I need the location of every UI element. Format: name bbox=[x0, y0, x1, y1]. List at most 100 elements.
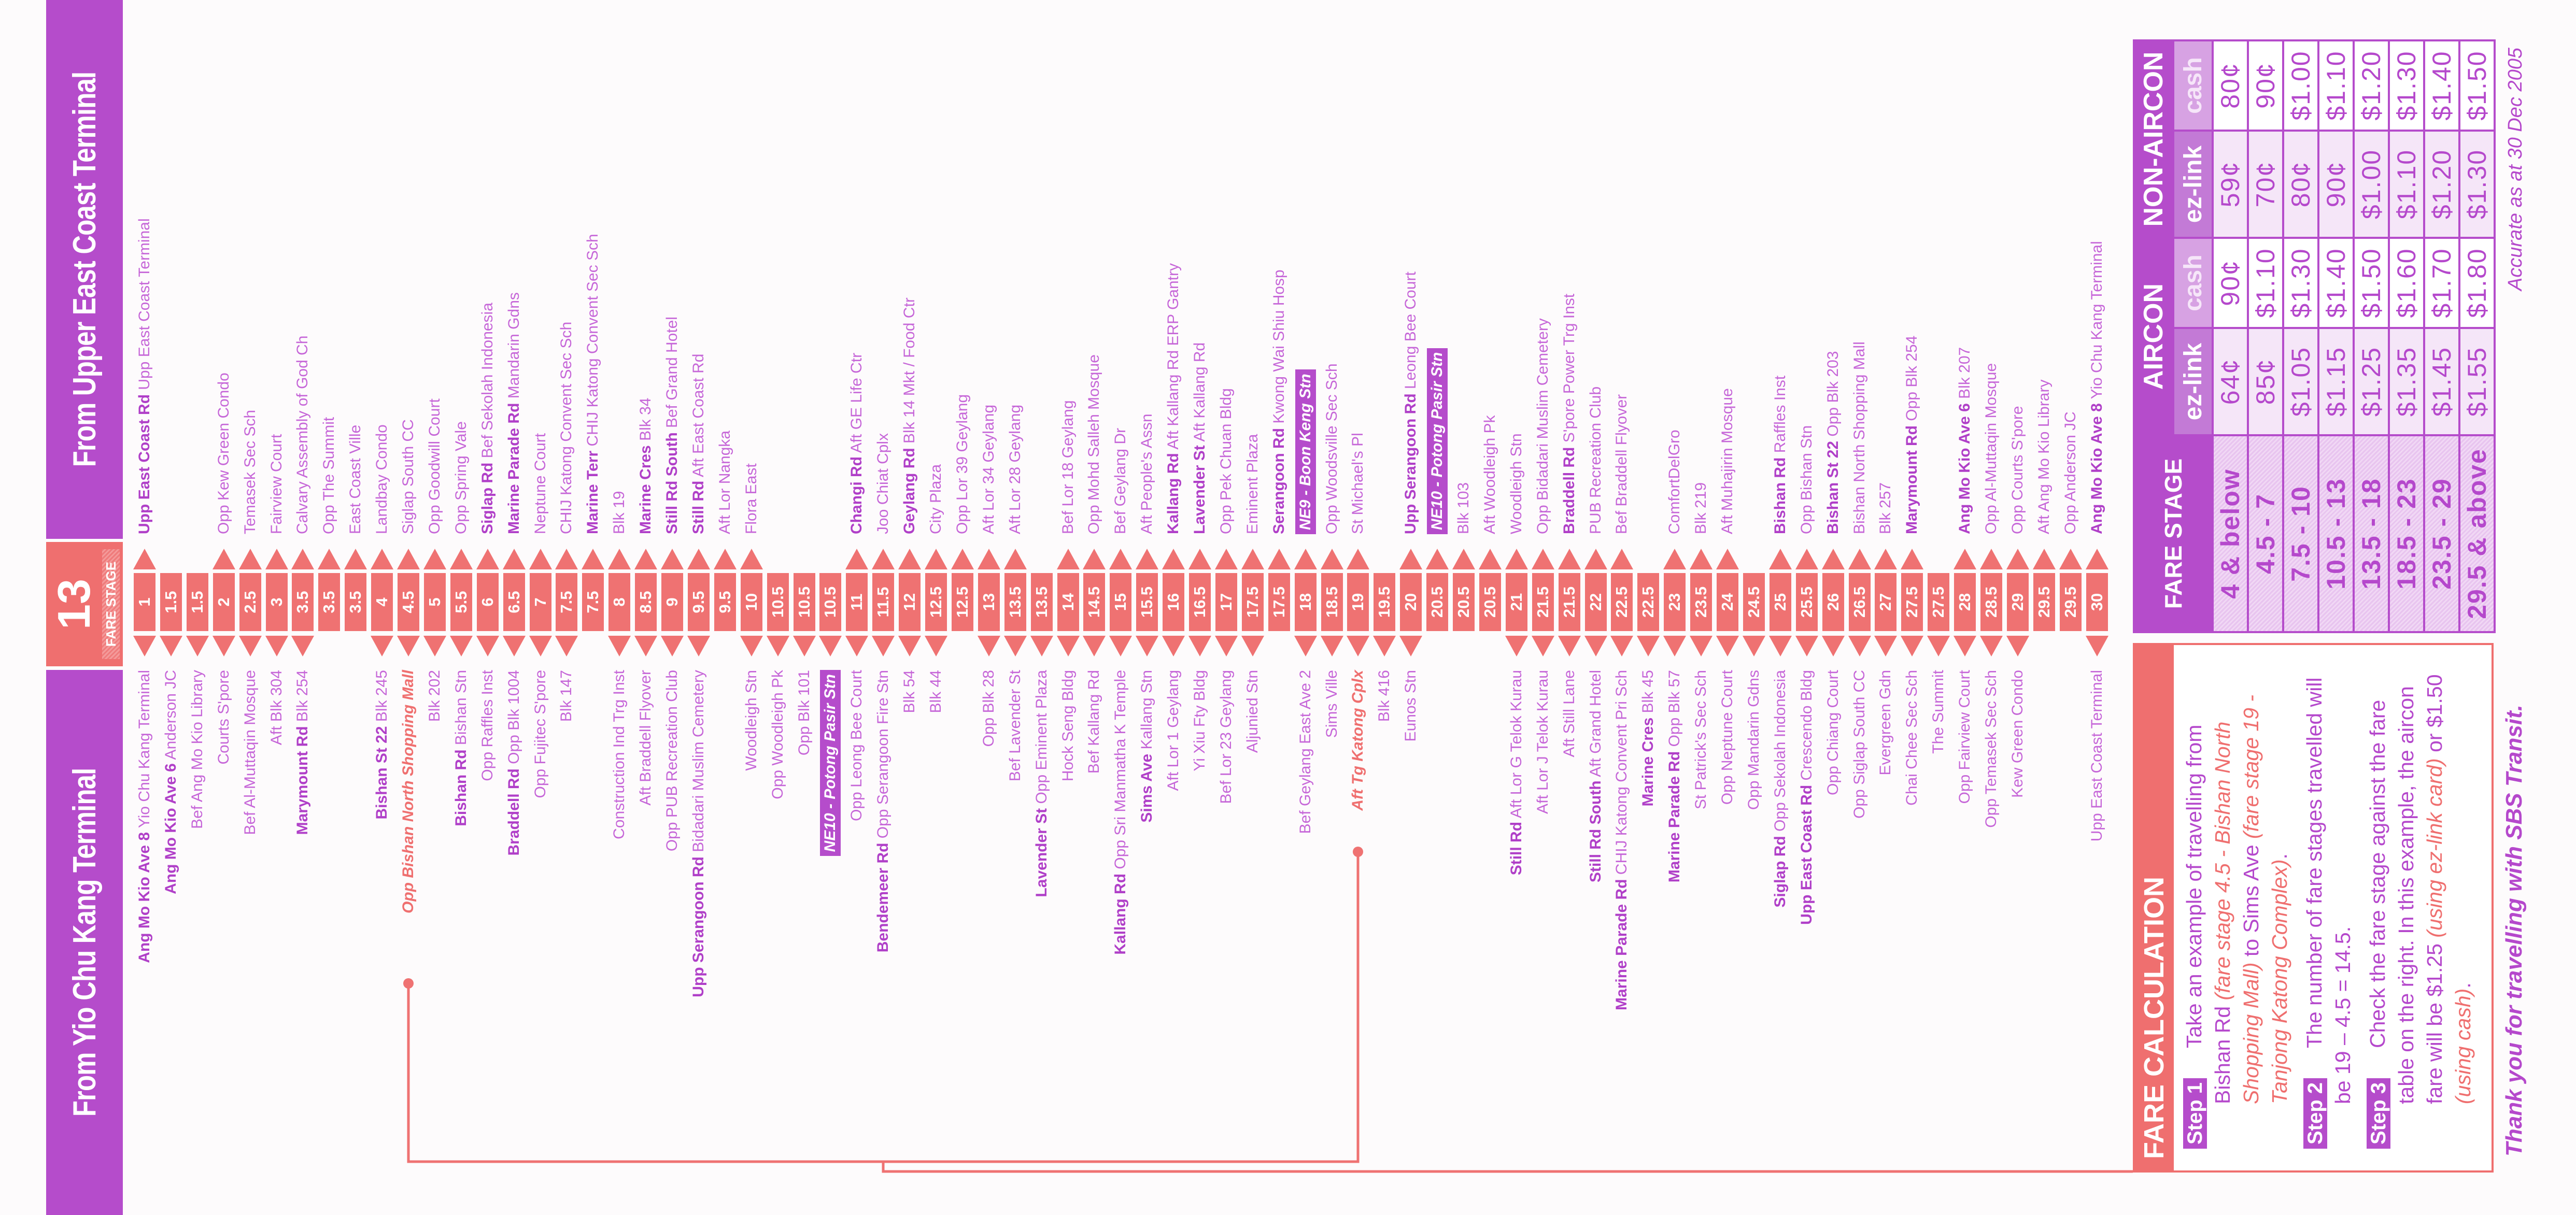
arrow-right-icon bbox=[1848, 549, 1871, 569]
bus-stop-left: Blk 416 bbox=[1374, 670, 1395, 722]
stop-name: Opp Blk 57 bbox=[1666, 670, 1683, 747]
fare-stage-number: 3.5 bbox=[318, 573, 341, 631]
arrow-left-icon bbox=[1162, 636, 1185, 656]
fare-stage-number: 30 bbox=[2086, 573, 2108, 631]
fare-stage-number: 24 bbox=[1717, 573, 1738, 631]
road-name: Marine Parade Rd bbox=[505, 403, 522, 534]
arrow-left-icon bbox=[1373, 636, 1396, 656]
fare-stage-number: 20 bbox=[1400, 573, 1422, 631]
step-segment: to Sims Ave bbox=[2239, 838, 2263, 963]
arrow-right-icon bbox=[449, 549, 473, 569]
non-aircon-ezlink-header: ez-link bbox=[2173, 131, 2213, 238]
stop-name: Bef Grand Hotel bbox=[663, 316, 681, 428]
arrow-left-icon bbox=[1848, 636, 1871, 656]
fare-stage-number: 7 bbox=[529, 573, 551, 631]
bus-stop-left: Yi Xiu Fty Bldg bbox=[1190, 670, 1210, 771]
stop-name: St Patrick's Sec Sch bbox=[1692, 670, 1710, 810]
stop-name: Opp Blk 28 bbox=[980, 670, 997, 747]
arrow-left-icon bbox=[1663, 636, 1687, 656]
fare-stage-number: 19.5 bbox=[1374, 573, 1396, 631]
stop-name: Opp Eminent Plaza bbox=[1032, 670, 1050, 804]
stop-name: NE10 - Potong Pasir Stn bbox=[822, 674, 839, 852]
arrow-left-icon bbox=[476, 636, 499, 656]
stop-name: Aft People's Assn bbox=[1138, 413, 1156, 534]
fare-stage-number: 1 bbox=[134, 573, 155, 631]
bus-stop-left: Siglap Rd Opp Sekolah Indonesia bbox=[1770, 670, 1791, 908]
fare-stage-number: 20.5 bbox=[1479, 573, 1501, 631]
aircon-cash-fare: 90¢ bbox=[2213, 238, 2248, 328]
road-name: Ang Mo Kio Ave 6 bbox=[1956, 403, 1974, 534]
stop-name: Aft Ang Mo Kio Library bbox=[2035, 379, 2053, 534]
bus-stop-left: Woodleigh Stn bbox=[741, 670, 762, 771]
bus-stop-right: Geylang Rd Blk 14 Mkt / Food Ctr bbox=[899, 297, 920, 534]
non-aircon-ezlink-fare: $1.30 bbox=[2459, 131, 2495, 238]
arrow-left-icon bbox=[291, 636, 315, 656]
stop-name: Upp East Coast Terminal bbox=[136, 218, 153, 390]
aircon-ezlink-fare: $1.45 bbox=[2424, 328, 2459, 435]
arrow-right-icon bbox=[1399, 549, 1423, 569]
bus-stop-right: Aft Woodleigh Pk bbox=[1480, 415, 1501, 534]
bus-stop-left: Aft Blk 304 bbox=[266, 670, 287, 745]
fare-stage-number: 2 bbox=[213, 573, 235, 631]
arrow-right-icon bbox=[2006, 549, 2029, 569]
step-segment: or $1.50 bbox=[2423, 674, 2446, 759]
fare-stage-number: 22.5 bbox=[1611, 573, 1633, 631]
fare-table: FARE STAGE AIRCON NON-AIRCON ez-link cas… bbox=[2133, 39, 2496, 633]
bus-stop-left: Marine Parade Rd CHIJ Katong Convent Pri… bbox=[1611, 670, 1632, 1010]
stop-name: Blk 257 bbox=[1877, 482, 1894, 534]
arrow-left-icon bbox=[766, 636, 789, 656]
aircon-ezlink-fare: 64¢ bbox=[2213, 328, 2248, 435]
stop-name: Opp Woodleigh Pk bbox=[769, 670, 786, 799]
stop-name: Opp Blk 203 bbox=[1824, 351, 1842, 437]
bus-stop-left: Opp PUB Recreation Club bbox=[662, 670, 683, 851]
bus-stop-left: Upp East Coast Terminal bbox=[2087, 670, 2107, 841]
stop-name: East Coast Ville bbox=[347, 424, 364, 534]
arrow-right-icon bbox=[1478, 549, 1502, 569]
fare-stage-number: 15.5 bbox=[1136, 573, 1158, 631]
arrow-left-icon bbox=[925, 636, 947, 656]
bus-stop-left: Opp Neptune Court bbox=[1717, 670, 1738, 805]
non-aircon-ezlink-fare: $1.00 bbox=[2354, 131, 2389, 238]
road-name: Siglap Rd bbox=[1771, 836, 1789, 908]
stop-name: Aft GE Life Ctr bbox=[848, 352, 866, 453]
arrow-left-icon bbox=[1558, 636, 1581, 656]
bus-stop-left: Opp Leong Bee Court bbox=[846, 670, 867, 821]
bus-stop-right: Still Rd South Bef Grand Hotel bbox=[662, 317, 683, 534]
bus-stop-left: Marine Parade Rd Opp Blk 57 bbox=[1664, 670, 1685, 882]
stop-name: Opp Blk 101 bbox=[795, 670, 813, 756]
arrow-right-icon bbox=[898, 549, 922, 569]
non-aircon-cash-fare: $1.20 bbox=[2354, 40, 2389, 131]
arrow-left-icon bbox=[1637, 636, 1660, 656]
stop-name: PUB Recreation Club bbox=[1587, 386, 1604, 534]
arrow-right-icon bbox=[344, 549, 367, 569]
bus-stop-right: Marine Cres Blk 34 bbox=[635, 398, 656, 534]
bus-stop-right: Aft Muhajirin Mosque bbox=[1717, 388, 1738, 534]
stop-name: Blk 103 bbox=[1455, 482, 1472, 534]
road-name: Marine Parade Rd bbox=[1666, 751, 1683, 883]
bus-stop-right: Eminent Plaza bbox=[1242, 434, 1263, 534]
stop-name: Opp Fairview Court bbox=[1956, 670, 1974, 804]
stop-name: Opp Woodsville Sec Sch bbox=[1323, 363, 1340, 534]
road-name: Sims Ave bbox=[1138, 753, 1156, 823]
bus-stop-right: Opp Bishan Stn bbox=[1796, 425, 1817, 534]
bus-stop-right: Opp Woodsville Sec Sch bbox=[1322, 363, 1342, 534]
stop-name: Kew Green Condo bbox=[2008, 670, 2026, 798]
stop-name: Opp Kew Green Condo bbox=[215, 373, 232, 534]
bus-stop-left: Hock Seng Bldg bbox=[1058, 670, 1079, 781]
fare-stage-number: 4.5 bbox=[398, 573, 419, 631]
stop-name: Aft Kallang Rd bbox=[1191, 342, 1208, 442]
arrow-right-icon bbox=[1188, 549, 1211, 569]
stop-name: Aft Blk 304 bbox=[267, 670, 285, 746]
non-aircon-ezlink-fare: 80¢ bbox=[2283, 131, 2318, 238]
bus-stop-right: Kallang Rd Aft Kallang Rd ERP Gantry bbox=[1163, 263, 1184, 534]
step-label: Step 2 bbox=[2303, 1078, 2327, 1149]
arrow-right-icon bbox=[212, 549, 235, 569]
fare-stage-number: 29.5 bbox=[2059, 573, 2082, 631]
road-name: Siglap Rd bbox=[478, 462, 496, 534]
arrow-right-icon bbox=[661, 549, 684, 569]
fare-stage-number: 29.5 bbox=[2033, 573, 2055, 631]
bus-stop-left: Opp Blk 28 bbox=[979, 670, 999, 747]
bus-stop-right: Joo Chiat Cplx bbox=[873, 433, 894, 534]
